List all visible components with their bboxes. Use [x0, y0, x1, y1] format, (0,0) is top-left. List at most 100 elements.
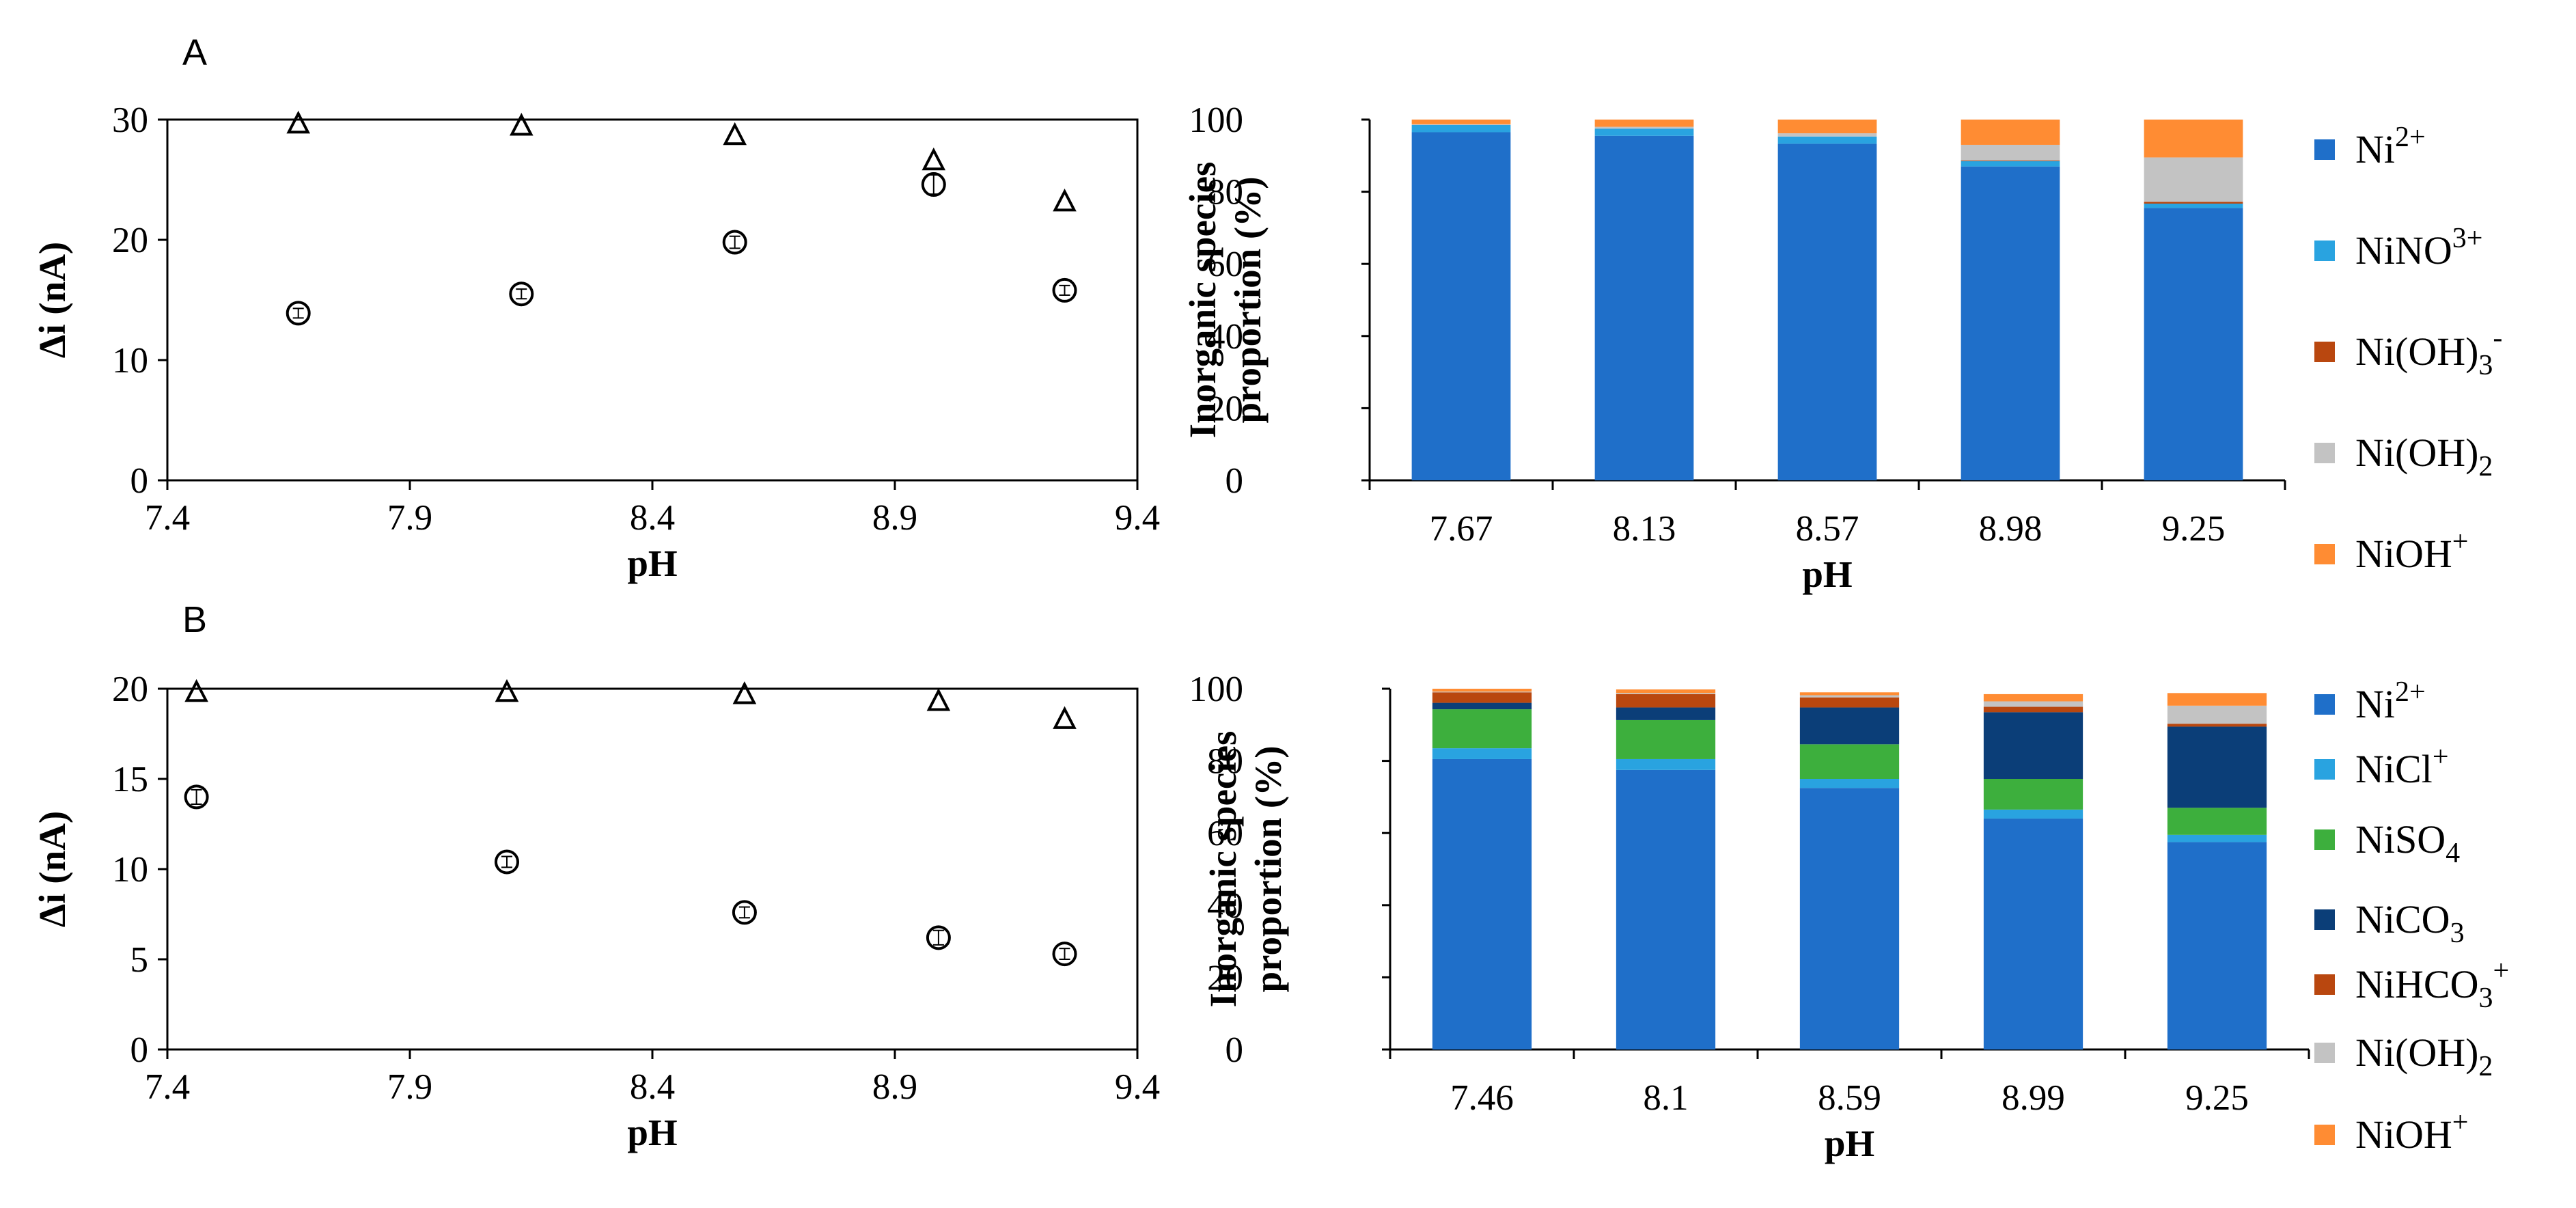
legend-label: Ni(OH)3-: [2355, 322, 2502, 381]
data-point-circle: [1052, 277, 1077, 303]
bar-segment: [1983, 712, 2083, 779]
bar-segment: [1799, 707, 1900, 745]
y-tick-label: 0: [1225, 1030, 1244, 1070]
y-tick-label: 15: [112, 760, 148, 799]
y-tick-label: 10: [112, 341, 148, 381]
x-tick-label: 9.25: [2185, 1078, 2249, 1118]
legend-swatch: [2314, 443, 2335, 463]
bar-segment: [1799, 692, 1900, 696]
x-axis-label: pH: [627, 1112, 677, 1153]
data-point-triangle: [510, 113, 534, 136]
y-tick-label: 40: [1207, 317, 1243, 357]
x-tick-label: 8.13: [1613, 509, 1676, 549]
x-tick-label: 7.9: [387, 1067, 432, 1107]
bar-segment: [1432, 691, 1532, 693]
y-axis-label-line2: proportion (%): [1247, 745, 1289, 992]
bar-segment: [1616, 758, 1716, 770]
data-point-circle: [722, 230, 747, 255]
y-axis-label: Δi (nA): [31, 242, 73, 358]
y-tick-label: 60: [1207, 814, 1243, 853]
bar-segment: [1616, 769, 1716, 1049]
x-axis-label: pH: [627, 543, 677, 584]
x-tick-label: 8.99: [2002, 1078, 2065, 1118]
panel-label-A: A: [182, 32, 207, 73]
y-tick-label: 0: [130, 461, 149, 501]
legend-swatch: [2314, 342, 2335, 362]
bar-segment: [1799, 697, 1900, 708]
bar-segment: [2167, 705, 2267, 724]
bar-segment: [1616, 719, 1716, 759]
bar-segment: [1594, 126, 1694, 129]
bar-segment: [1799, 788, 1900, 1049]
bar-segment: [1616, 693, 1716, 694]
bar-segment: [1961, 166, 2060, 480]
data-point-circle: [732, 900, 757, 925]
x-tick-label: 8.4: [630, 1067, 675, 1107]
legend-swatch: [2314, 1125, 2335, 1145]
legend-swatch: [2314, 694, 2335, 715]
data-point-triangle: [723, 122, 747, 146]
bar-segment: [1983, 819, 2083, 1049]
y-tick-label: 0: [1225, 461, 1244, 501]
x-tick-label: 7.67: [1430, 509, 1493, 549]
legend-label: Ni2+: [2355, 122, 2426, 171]
bar-segment: [2144, 204, 2243, 208]
bar-segment: [2167, 834, 2267, 842]
bar-segment: [1616, 694, 1716, 708]
bar-segment: [2167, 724, 2267, 727]
legend-swatch: [2314, 829, 2335, 850]
y-tick-label: 20: [112, 221, 148, 260]
legend-swatch: [2314, 544, 2335, 564]
data-point-circle: [921, 172, 946, 197]
data-point-circle: [509, 282, 534, 307]
legend-label: Ni(OH)2: [2355, 430, 2493, 482]
x-tick-label: 7.9: [387, 498, 432, 538]
scatter-chart-A: 7.4 7.9 8.4 8.9 9.4 0 10 20 30 pH Δi (nA): [31, 100, 1160, 584]
legend: Ni2+ NiNO3+ Ni(OH)3- Ni(OH)2 NiOH+: [2314, 122, 2502, 576]
panel-label-B: B: [182, 599, 207, 640]
legend-swatch: [2314, 974, 2335, 995]
legend-label: NiSO4: [2355, 817, 2460, 869]
bar-segment: [1411, 124, 1511, 133]
bar-segment: [1432, 689, 1532, 692]
data-point-circle: [495, 849, 519, 875]
scatter-chart-B: 7.4 7.9 8.4 8.9 9.4 0 5 10 15 20 pH Δi (nA): [31, 670, 1160, 1153]
data-point-triangle: [1053, 706, 1077, 729]
x-tick-label: 7.4: [145, 498, 190, 538]
x-tick-label: 8.4: [630, 498, 675, 538]
y-axis-label-line1: Inorganic species: [1202, 731, 1244, 1008]
data-point-triangle: [286, 110, 310, 134]
y-axis-label-line2: proportion (%): [1227, 176, 1269, 423]
bar-segment: [2167, 726, 2267, 808]
x-tick-label: 8.9: [872, 498, 917, 538]
data-point-triangle: [732, 681, 757, 704]
x-tick-label: 7.46: [1450, 1078, 1514, 1118]
x-axis-label: pH: [1825, 1123, 1874, 1164]
x-tick-label: 8.1: [1643, 1078, 1688, 1118]
x-tick-label: 8.9: [872, 1067, 917, 1107]
data-point-triangle: [184, 678, 208, 702]
data-point-circle: [926, 925, 951, 950]
y-axis-label-line1: Inorganic species: [1182, 162, 1223, 439]
legend-swatch: [2314, 241, 2335, 261]
bar-segment: [2144, 202, 2243, 204]
bar-segment: [1594, 135, 1694, 480]
data-point-triangle: [922, 147, 946, 171]
bar-segment: [1799, 744, 1900, 779]
data-point-triangle: [926, 688, 951, 711]
data-point-circle: [286, 301, 311, 326]
bar-segment: [1411, 132, 1511, 481]
stacked-bar-chart-A: 0 20 40 60 80 100 7.67 8.13 8.57 8.98 9.25 pH Inorga…: [1182, 100, 2502, 595]
y-tick-label: 100: [1189, 100, 1244, 140]
bar-segment: [1777, 143, 1877, 480]
bar-segment: [1799, 779, 1900, 788]
bar-segment: [1961, 120, 2060, 145]
y-tick-label: 30: [112, 100, 148, 140]
y-tick-label: 80: [1207, 742, 1243, 782]
y-tick-label: 10: [112, 850, 148, 890]
legend: Ni2+ NiCl+ NiSO4 NiCO3 NiHCO3+ Ni(OH)2 NiOH+: [2314, 676, 2509, 1157]
bar-segment: [1983, 694, 2083, 702]
legend-swatch: [2314, 909, 2335, 930]
bar-segment: [2167, 693, 2267, 706]
bar-segment: [2167, 842, 2267, 1049]
